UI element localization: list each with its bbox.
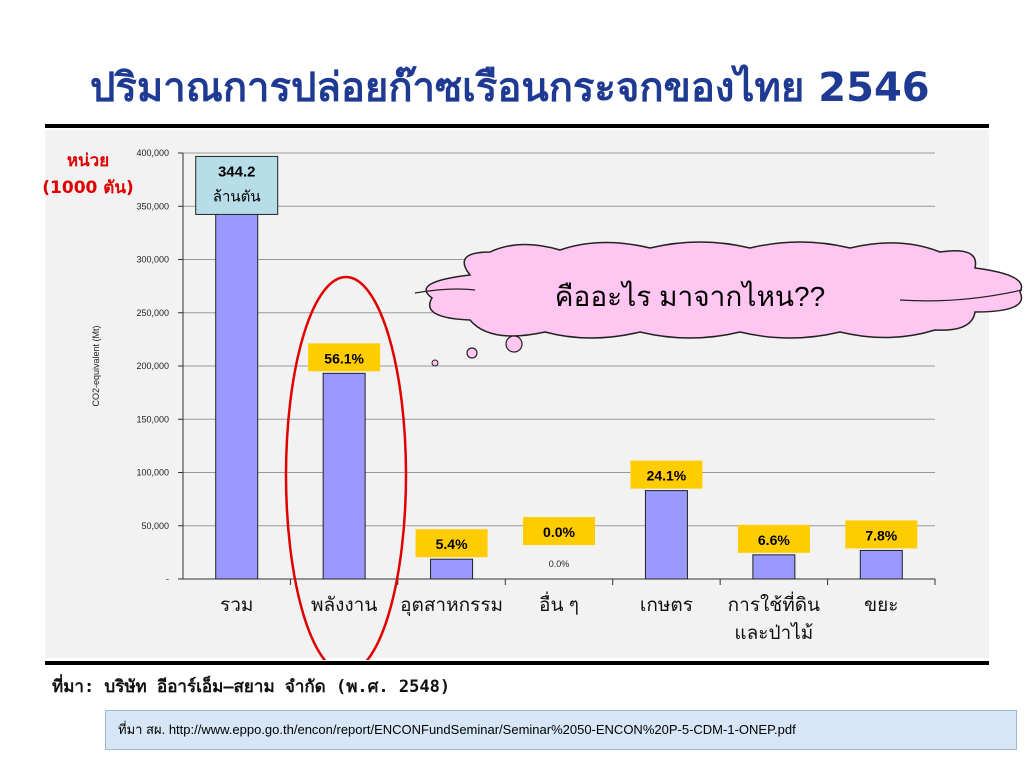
- callout-box: [415, 529, 488, 558]
- title-divider: [45, 124, 989, 128]
- category-label: และป่าไม้: [734, 622, 813, 644]
- highlight-ellipse: [284, 275, 408, 660]
- y-tick-label: 200,000: [136, 361, 169, 371]
- value-callout: 24.1%: [630, 460, 703, 489]
- callout-box: [308, 343, 381, 372]
- value-callout: 5.4%: [415, 529, 488, 558]
- y-tick-label: -: [166, 574, 169, 584]
- category-label: พลังงาน: [311, 595, 377, 616]
- bar: [430, 558, 474, 580]
- thought-bubble: คืออะไร มาจากไหน??: [414, 241, 1023, 367]
- thought-dot-medium: [466, 347, 478, 359]
- callout-box: [845, 520, 918, 549]
- callout-text: ล้านตัน: [213, 188, 261, 205]
- thought-dot-large: [505, 335, 523, 353]
- value-callout: 344.2 ล้านตัน: [195, 155, 279, 215]
- bar-chart: - 50,000 100,000 150,000 200,000 250,000 300,0…: [91, 148, 1023, 660]
- grid-lines: [183, 152, 935, 527]
- y-tick-label: 350,000: [136, 201, 169, 211]
- bar: [752, 554, 796, 580]
- thought-dot-small: [431, 359, 439, 367]
- callout-box: [195, 155, 279, 215]
- source-url-box: ที่มา สผ. http://www.eppo.go.th/encon/re…: [105, 710, 1017, 750]
- category-label: รวม: [220, 595, 253, 616]
- callout-box: [737, 524, 810, 553]
- y-tick-label: 250,000: [136, 308, 169, 318]
- bars: [215, 211, 903, 580]
- y-tick-label: 300,000: [136, 255, 169, 265]
- small-value-label: 0.0%: [549, 559, 570, 569]
- cloud-shape: [425, 241, 1023, 339]
- callout-text: 7.8%: [865, 527, 897, 543]
- category-label: การใช้ที่ดิน: [728, 591, 820, 616]
- bar: [322, 372, 366, 580]
- callouts: 344.2 ล้านตัน 56.1% 5.4% 0.0% 0.0% 24.1% 6.6% 7.…: [195, 155, 918, 569]
- x-tick-labels: รวม พลังงาน อุตสาหกรรม อื่น ๆ เกษตร การใช้ที่…: [220, 591, 898, 644]
- callout-box: [523, 517, 595, 546]
- category-label: ขยะ: [864, 595, 898, 616]
- y-tick-label: 100,000: [136, 468, 169, 478]
- y-tick-label: 400,000: [136, 148, 169, 158]
- cloud-fold-right: [899, 289, 1023, 302]
- value-callout: 0.0%: [523, 517, 595, 546]
- value-callout: 7.8%: [845, 520, 918, 549]
- y-tick-label: 50,000: [141, 521, 169, 531]
- chart-background: [45, 130, 989, 658]
- unit-label-line1: หน่วย: [66, 151, 110, 171]
- axes: - 50,000 100,000 150,000 200,000 250,000 300,0…: [91, 148, 936, 585]
- callout-text: 5.4%: [436, 536, 468, 552]
- callout-text: 24.1%: [647, 468, 687, 484]
- callout-text: 0.0%: [543, 524, 575, 540]
- bottom-divider: [45, 661, 989, 665]
- source-citation: ที่มา: บริษัท อีอาร์เอ็ม–สยาม จำกัด (พ.ศ…: [52, 677, 451, 697]
- bar: [215, 211, 259, 580]
- cloud-fold-left: [414, 288, 476, 294]
- callout-text: 56.1%: [324, 350, 364, 366]
- slide-title: ปริมาณการปล่อยก๊าซเรือนกระจกของไทย 2546: [90, 65, 930, 111]
- y-axis-title: CO2-equivalent (Mt): [91, 325, 101, 406]
- unit-label: หน่วย (1000 ตัน): [18, 148, 158, 202]
- category-label: เกษตร: [640, 595, 693, 616]
- category-label: อุตสาหกรรม: [400, 595, 503, 617]
- bar: [859, 549, 903, 580]
- callout-text: 6.6%: [758, 532, 790, 548]
- category-label: อื่น ๆ: [539, 591, 579, 616]
- thought-bubble-text: คืออะไร มาจากไหน??: [555, 281, 825, 312]
- callout-text: 344.2: [218, 163, 256, 180]
- value-callout: 56.1%: [308, 343, 381, 372]
- value-callout: 6.6%: [737, 524, 810, 553]
- y-tick-label: 150,000: [136, 414, 169, 424]
- unit-label-line2: (1000 ตัน): [42, 178, 134, 198]
- bar: [644, 490, 688, 580]
- callout-box: [630, 460, 703, 489]
